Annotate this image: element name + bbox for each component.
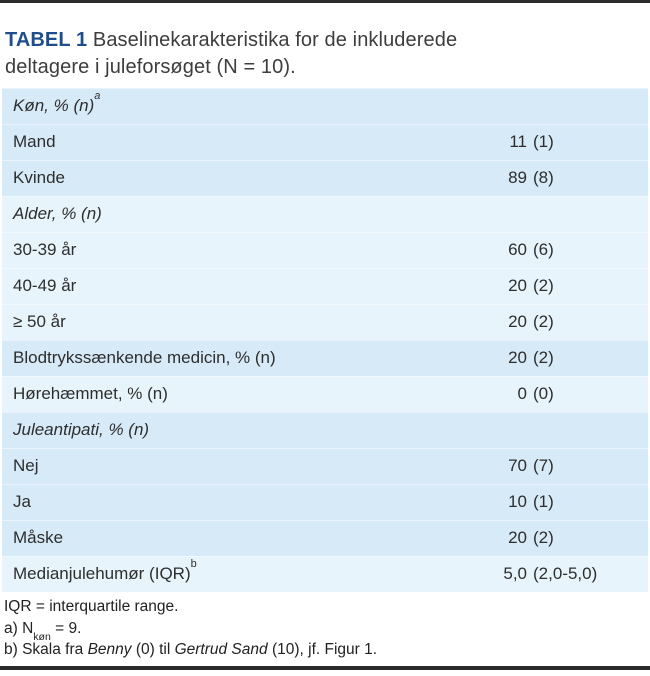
row-label: Kvinde <box>13 168 65 187</box>
row-label: Ja <box>13 492 31 511</box>
footnote-marker: a <box>94 90 101 103</box>
row-label: Juleantipati, % (n) <box>13 420 150 439</box>
table-row: Måske 20 (2) <box>2 520 648 556</box>
row-label: Alder, % (n) <box>13 204 102 223</box>
table-row: Nej 70 (7) <box>2 448 648 484</box>
table-row: ≥ 50 år 20 (2) <box>2 304 648 340</box>
row-label: Mand <box>13 132 56 151</box>
row-value: 60 (6) <box>508 240 554 259</box>
table-row: Mand 11 (1) <box>2 124 648 160</box>
row-value: 20 (2) <box>508 348 554 367</box>
row-value: 10 (1) <box>508 492 554 511</box>
footnote-text: Gertrud Sand <box>174 641 268 658</box>
footnote-text: (10), jf. Figur 1. <box>267 641 378 658</box>
table-row: Medianjulehumør (IQR)b 5,0 (2,0-5,0) <box>2 556 648 592</box>
row-label: Nej <box>13 456 39 475</box>
footnote-text: køn <box>33 630 51 643</box>
table-title-line1: Baselinekarakteristika for de inkludered… <box>92 29 458 51</box>
table-title-line2: deltagere i juleforsøget (N = 10). <box>5 56 296 78</box>
table-title: TABEL 1 Baselinekarakteristika for de in… <box>5 27 635 81</box>
footnote-text: b) Skala fra <box>4 641 88 658</box>
row-label: Blodtrykssænkende medicin, % (n) <box>13 348 276 367</box>
footnote-line: a) Nkøn = 9. <box>4 618 644 643</box>
row-value: 20 (2) <box>508 276 554 295</box>
row-label: ≥ 50 år <box>13 312 66 331</box>
table-section-row: Køn, % (n)a <box>2 88 648 124</box>
footnote-line: IQR = interquartile range. <box>4 596 644 618</box>
footnotes: IQR = interquartile range. a) Nkøn = 9. b)… <box>4 596 644 661</box>
table-row: Hørehæmmet, % (n) 0 (0) <box>2 376 648 412</box>
row-label: 40-49 år <box>13 276 77 295</box>
footnote-marker: b <box>190 558 197 571</box>
table-row: Ja 10 (1) <box>2 484 648 520</box>
row-value: 89 (8) <box>508 168 554 187</box>
row-label: Hørehæmmet, % (n) <box>13 384 168 403</box>
row-label: Måske <box>13 528 64 547</box>
footnote-text: = 9. <box>50 619 82 637</box>
baseline-table: Køn, % (n)a Mand 11 (1) Kvinde 89 (8) Alder, % … <box>2 88 648 592</box>
table-number-label: TABEL 1 <box>5 29 88 51</box>
table-row: Blodtrykssænkende medicin, % (n) 20 (2) <box>2 340 648 376</box>
footnote-line: b) Skala fra Benny (0) til Gertrud Sand … <box>4 639 644 661</box>
row-value: 70 (7) <box>508 456 554 475</box>
footnote-text: Benny <box>87 641 132 658</box>
table-section-row: Juleantipati, % (n) <box>2 412 648 448</box>
row-value: 20 (2) <box>508 312 554 331</box>
row-label: Medianjulehumør (IQR)b <box>13 558 197 583</box>
row-label: 30-39 år <box>13 240 77 259</box>
table-section-row: Alder, % (n) <box>2 196 648 232</box>
row-label: Køn, % (n)a <box>13 90 101 115</box>
table-row: Kvinde 89 (8) <box>2 160 648 196</box>
row-value: 5,0 (2,0-5,0) <box>503 564 598 583</box>
bottom-rule <box>0 666 650 670</box>
top-rule <box>0 0 650 3</box>
footnote-text: IQR = interquartile range. <box>4 598 179 615</box>
row-value: 20 (2) <box>508 528 554 547</box>
footnote-text: a) N <box>4 619 34 637</box>
table-row: 40-49 år 20 (2) <box>2 268 648 304</box>
row-value: 11 (1) <box>509 132 554 151</box>
footnote-text: (0) til <box>131 641 175 658</box>
table-row: 30-39 år 60 (6) <box>2 232 648 268</box>
row-value: 0 (0) <box>517 384 554 403</box>
